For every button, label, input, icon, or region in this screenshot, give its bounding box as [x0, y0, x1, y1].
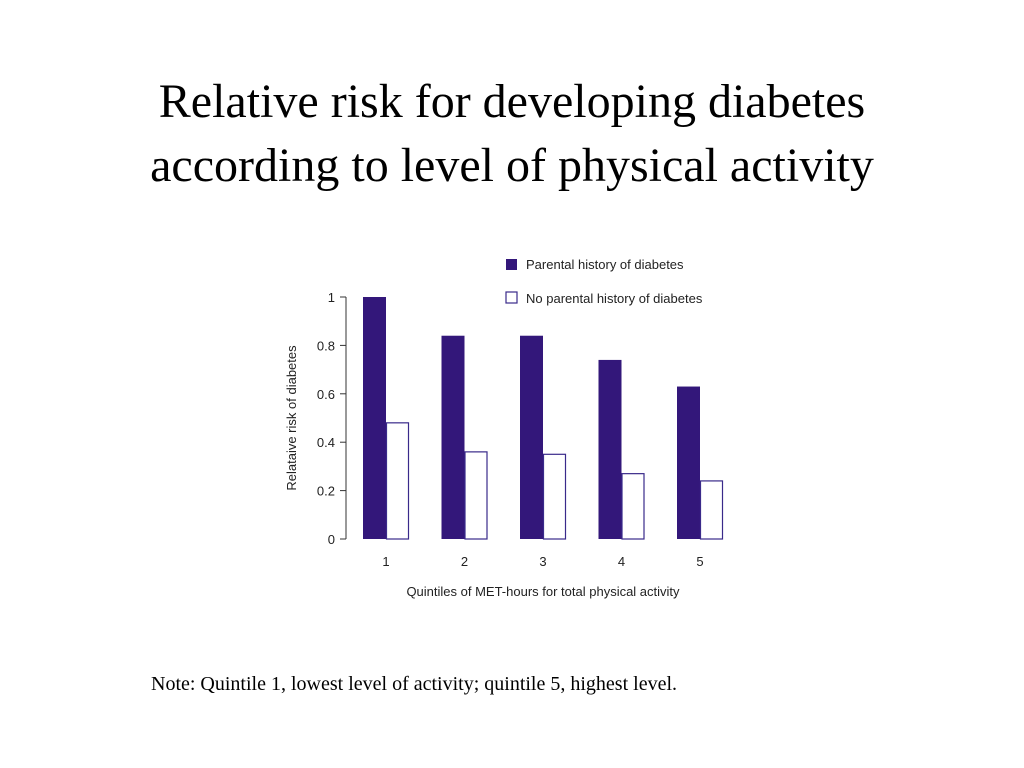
title-line-2: according to level of physical activity — [150, 139, 874, 192]
y-tick-label-4: 0.8 — [317, 338, 335, 353]
legend-label-no-parental: No parental history of diabetes — [526, 291, 703, 306]
x-tick-label-4: 4 — [618, 554, 625, 569]
y-tick-label-2: 0.4 — [317, 435, 335, 450]
x-tick-label-2: 2 — [461, 554, 468, 569]
bar-no-parental-4 — [621, 473, 645, 540]
x-tick-label-1: 1 — [382, 554, 389, 569]
x-axis-label: Quintiles of MET-hours for total physica… — [406, 584, 680, 599]
bar-no-parental-2 — [464, 451, 488, 540]
y-tick-label-0: 0 — [328, 532, 335, 547]
y-tick-label-5: 1 — [328, 290, 335, 305]
bar-no-parental-1 — [385, 422, 410, 540]
y-tick-label-3: 0.6 — [317, 387, 335, 402]
chart-legend: Parental history of diabetes No parental… — [505, 257, 703, 306]
bar-parental-2 — [441, 335, 465, 539]
chart-bars — [363, 297, 724, 540]
bar-parental-5 — [677, 386, 700, 539]
slide-title: Relative risk for developing diabetes ac… — [0, 70, 1024, 198]
legend-swatch-no-parental — [505, 291, 518, 304]
bar-parental-1 — [363, 297, 386, 539]
legend-label-parental: Parental history of diabetes — [526, 257, 684, 272]
footnote: Note: Quintile 1, lowest level of activi… — [151, 673, 678, 695]
bar-parental-3 — [520, 335, 543, 539]
chart-ticks: 0 0.2 0.4 0.6 0.8 1 1 2 3 4 5 — [317, 290, 704, 569]
y-tick-label-1: 0.2 — [317, 484, 335, 499]
x-tick-label-5: 5 — [696, 554, 703, 569]
y-axis-label: Relataive risk of diabetes — [284, 345, 299, 491]
bar-parental-4 — [598, 359, 622, 539]
bar-no-parental-3 — [542, 453, 567, 540]
bar-no-parental-5 — [699, 480, 724, 540]
legend-swatch-parental — [506, 259, 517, 270]
x-tick-label-3: 3 — [539, 554, 546, 569]
title-line-1: Relative risk for developing diabetes — [158, 75, 866, 128]
